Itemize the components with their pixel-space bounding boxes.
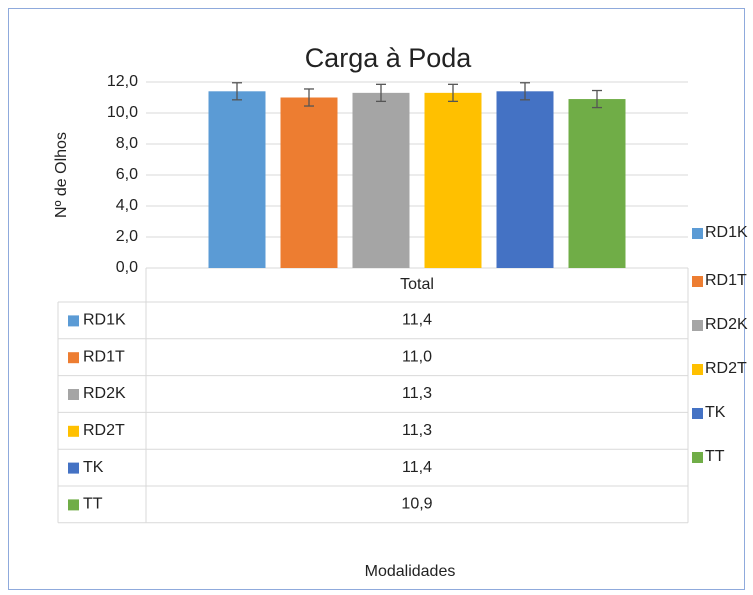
x-axis-label: Modalidades bbox=[365, 563, 456, 580]
table-legend-key bbox=[68, 352, 79, 364]
table-legend-key bbox=[68, 462, 79, 474]
legend-label: TK bbox=[705, 404, 726, 421]
table-series-name: RD1K bbox=[83, 312, 126, 329]
y-tick-label: 12,0 bbox=[107, 73, 138, 90]
legend-key bbox=[692, 276, 703, 287]
bar bbox=[424, 92, 482, 268]
legend-key bbox=[692, 408, 703, 419]
bar bbox=[280, 97, 338, 268]
legend-key bbox=[692, 320, 703, 331]
table-value: 11,4 bbox=[402, 312, 432, 329]
error-bar bbox=[304, 88, 314, 107]
error-bar bbox=[376, 83, 386, 103]
table-series-name: RD1T bbox=[83, 348, 125, 365]
y-tick-label: 4,0 bbox=[116, 197, 138, 214]
table-value: 11,3 bbox=[402, 422, 432, 439]
legend-label: RD1T bbox=[705, 272, 747, 289]
table-legend-key bbox=[68, 425, 79, 437]
y-tick-label: 0,0 bbox=[116, 259, 138, 276]
error-bar bbox=[592, 89, 602, 109]
legend-label: TT bbox=[705, 448, 725, 465]
legend-label: RD2T bbox=[705, 360, 747, 377]
table-legend-key bbox=[68, 315, 79, 327]
table-legend-key bbox=[68, 499, 79, 511]
bar bbox=[352, 92, 410, 268]
table-value: 11,3 bbox=[402, 385, 432, 402]
y-tick-label: 6,0 bbox=[116, 166, 138, 183]
bar bbox=[568, 99, 626, 268]
y-axis-label: Nº de Olhos bbox=[53, 132, 70, 218]
y-tick-label: 8,0 bbox=[116, 135, 138, 152]
legend-label: RD2K bbox=[705, 316, 748, 333]
table-series-name: RD2K bbox=[83, 385, 126, 402]
bar bbox=[496, 91, 554, 268]
legend-label: RD1K bbox=[705, 224, 748, 241]
table-value: 11,0 bbox=[402, 348, 432, 365]
legend-key bbox=[692, 364, 703, 375]
legend-key bbox=[692, 452, 703, 463]
legend-key bbox=[692, 228, 703, 239]
error-bar bbox=[232, 82, 242, 101]
error-bar bbox=[448, 83, 458, 103]
table-series-name: TK bbox=[83, 459, 104, 476]
table-legend-key bbox=[68, 389, 79, 400]
y-tick-label: 10,0 bbox=[107, 104, 138, 121]
table-series-name: RD2T bbox=[83, 422, 125, 439]
table-header: Total bbox=[400, 276, 434, 293]
table-series-name: TT bbox=[83, 496, 103, 513]
bar bbox=[208, 91, 266, 268]
table-value: 10,9 bbox=[401, 496, 432, 513]
y-tick-label: 2,0 bbox=[116, 228, 138, 245]
chart-title: Carga à Poda bbox=[305, 43, 473, 73]
error-bar bbox=[520, 82, 530, 101]
table-value: 11,4 bbox=[402, 459, 432, 476]
